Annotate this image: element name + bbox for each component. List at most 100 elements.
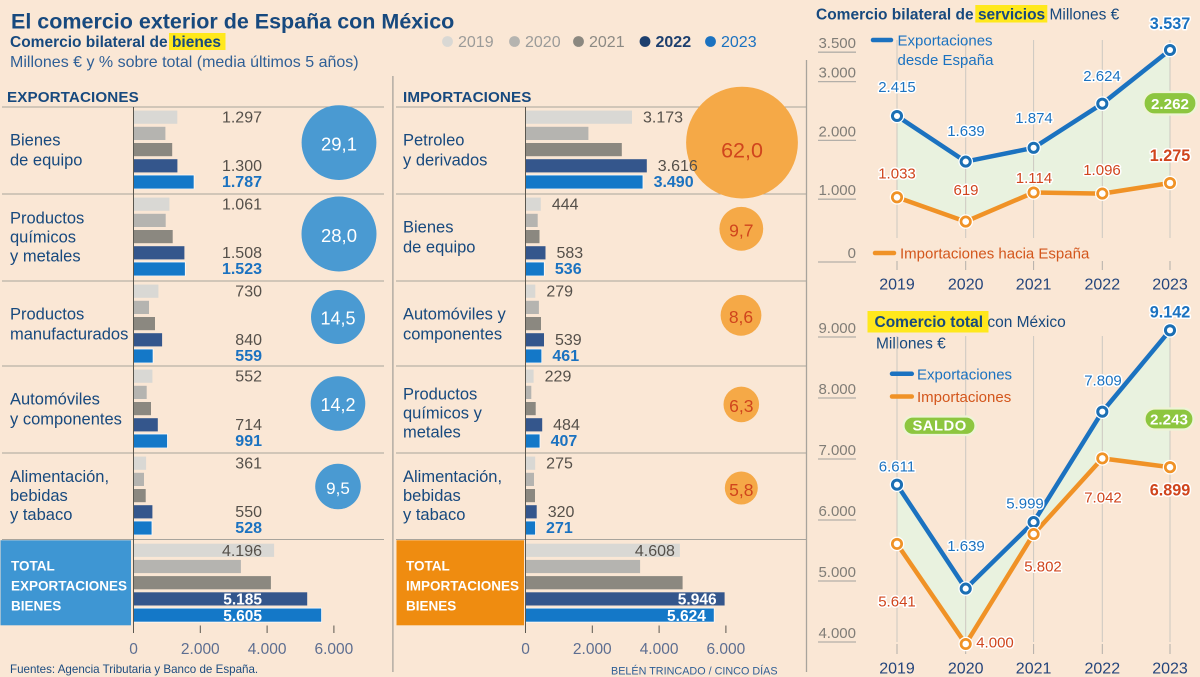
svg-text:2020: 2020	[948, 661, 984, 677]
svg-text:8,6: 8,6	[729, 307, 753, 327]
svg-text:metales: metales	[403, 423, 461, 441]
svg-text:manufacturados: manufacturados	[10, 325, 128, 343]
svg-text:991: 991	[235, 433, 262, 450]
svg-text:2022: 2022	[656, 34, 692, 51]
svg-text:bebidas: bebidas	[10, 487, 68, 505]
svg-text:bebidas: bebidas	[403, 487, 461, 505]
svg-text:5.946: 5.946	[678, 592, 717, 609]
svg-text:528: 528	[235, 520, 262, 537]
svg-text:0: 0	[129, 641, 138, 658]
svg-text:6.000: 6.000	[315, 641, 354, 658]
svg-text:559: 559	[235, 348, 262, 365]
svg-text:2022: 2022	[1085, 661, 1121, 677]
svg-text:1.874: 1.874	[1015, 110, 1053, 127]
svg-text:5.185: 5.185	[223, 592, 262, 609]
svg-text:484: 484	[553, 417, 580, 434]
svg-text:Automóviles y: Automóviles y	[403, 305, 506, 323]
svg-text:583: 583	[556, 245, 583, 262]
svg-text:Bienes: Bienes	[403, 218, 453, 236]
svg-text:Exportaciones: Exportaciones	[917, 367, 1012, 384]
svg-text:Fuentes: Agencia Tributaria y: Fuentes: Agencia Tributaria y Banco de E…	[10, 663, 258, 676]
svg-text:4.196: 4.196	[222, 543, 262, 560]
svg-text:1.787: 1.787	[222, 174, 262, 191]
svg-text:Millones €: Millones €	[876, 336, 946, 353]
svg-text:29,1: 29,1	[321, 133, 357, 154]
svg-text:7.042: 7.042	[1084, 490, 1122, 507]
svg-text:6.000: 6.000	[707, 641, 746, 658]
svg-text:1.300: 1.300	[222, 158, 262, 175]
svg-text:2.000: 2.000	[181, 641, 220, 658]
svg-text:14,2: 14,2	[320, 395, 355, 415]
svg-text:BELÉN TRINCADO / CINCO DÍAS: BELÉN TRINCADO / CINCO DÍAS	[611, 665, 778, 677]
svg-text:y derivados: y derivados	[403, 151, 487, 169]
svg-text:5.802: 5.802	[1024, 559, 1062, 576]
svg-text:1.000: 1.000	[818, 182, 856, 199]
svg-text:4.000: 4.000	[640, 641, 679, 658]
svg-text:361: 361	[235, 455, 262, 472]
svg-text:y tabaco: y tabaco	[10, 506, 72, 524]
svg-text:Alimentación,: Alimentación,	[403, 468, 502, 486]
svg-text:6,3: 6,3	[729, 396, 753, 416]
svg-text:536: 536	[555, 261, 582, 278]
svg-text:y metales: y metales	[10, 247, 81, 265]
svg-text:407: 407	[551, 433, 578, 450]
svg-text:BIENES: BIENES	[11, 599, 61, 614]
svg-text:1.508: 1.508	[222, 245, 262, 262]
svg-text:químicos y: químicos y	[403, 404, 483, 422]
svg-text:Productos: Productos	[403, 385, 477, 403]
svg-text:9,7: 9,7	[729, 221, 753, 241]
svg-text:Productos: Productos	[10, 209, 84, 227]
svg-text:2.415: 2.415	[878, 79, 916, 96]
svg-text:461: 461	[552, 348, 579, 365]
svg-text:550: 550	[235, 504, 262, 521]
svg-text:Comercio bilateral de servicio: Comercio bilateral de servicios Millones…	[816, 7, 1120, 24]
svg-text:6.899: 6.899	[1150, 482, 1191, 500]
svg-text:2021: 2021	[589, 34, 625, 51]
svg-text:3.537: 3.537	[1150, 15, 1191, 33]
svg-text:5.605: 5.605	[223, 608, 262, 625]
svg-text:62,0: 62,0	[721, 138, 763, 162]
svg-text:5.000: 5.000	[818, 564, 856, 581]
svg-text:químicos: químicos	[10, 228, 76, 246]
svg-text:730: 730	[235, 283, 262, 300]
svg-text:El comercio exterior de España: El comercio exterior de España con Méxic…	[11, 10, 454, 34]
svg-text:de equipo: de equipo	[403, 238, 476, 256]
svg-text:9,5: 9,5	[326, 479, 350, 498]
svg-text:Bienes: Bienes	[10, 131, 60, 149]
svg-text:1.275: 1.275	[1150, 147, 1191, 165]
svg-text:TOTAL: TOTAL	[11, 559, 55, 574]
svg-text:2019: 2019	[879, 661, 915, 677]
svg-text:1.523: 1.523	[222, 261, 262, 278]
svg-text:EXPORTACIONES: EXPORTACIONES	[7, 89, 139, 106]
svg-text:IMPORTACIONES: IMPORTACIONES	[403, 89, 531, 106]
svg-text:6.611: 6.611	[879, 459, 915, 476]
svg-text:539: 539	[555, 332, 582, 349]
svg-text:28,0: 28,0	[321, 225, 357, 246]
svg-text:14,5: 14,5	[320, 309, 355, 329]
svg-text:4.000: 4.000	[976, 635, 1014, 652]
svg-text:0: 0	[848, 245, 856, 262]
svg-text:2020: 2020	[948, 277, 984, 294]
svg-text:229: 229	[545, 368, 572, 385]
svg-text:9.000: 9.000	[818, 320, 856, 337]
svg-text:2023: 2023	[721, 34, 757, 51]
svg-text:271: 271	[546, 520, 573, 537]
svg-text:IMPORTACIONES: IMPORTACIONES	[406, 579, 519, 594]
svg-text:1.096: 1.096	[1083, 162, 1121, 179]
svg-text:Importaciones hacia España: Importaciones hacia España	[900, 246, 1090, 263]
svg-text:5.624: 5.624	[667, 608, 706, 625]
svg-text:840: 840	[235, 332, 262, 349]
svg-text:320: 320	[548, 504, 575, 521]
svg-text:EXPORTACIONES: EXPORTACIONES	[11, 579, 127, 594]
svg-text:2023: 2023	[1152, 277, 1188, 294]
svg-text:275: 275	[546, 455, 573, 472]
svg-text:4.000: 4.000	[818, 625, 856, 642]
svg-text:1.639: 1.639	[947, 538, 985, 555]
svg-text:BIENES: BIENES	[406, 599, 456, 614]
svg-text:619: 619	[953, 182, 978, 199]
svg-text:Productos: Productos	[10, 305, 84, 323]
svg-text:2.000: 2.000	[573, 641, 612, 658]
svg-text:3.000: 3.000	[818, 65, 856, 82]
svg-text:552: 552	[235, 368, 262, 385]
svg-text:1.639: 1.639	[947, 123, 985, 140]
